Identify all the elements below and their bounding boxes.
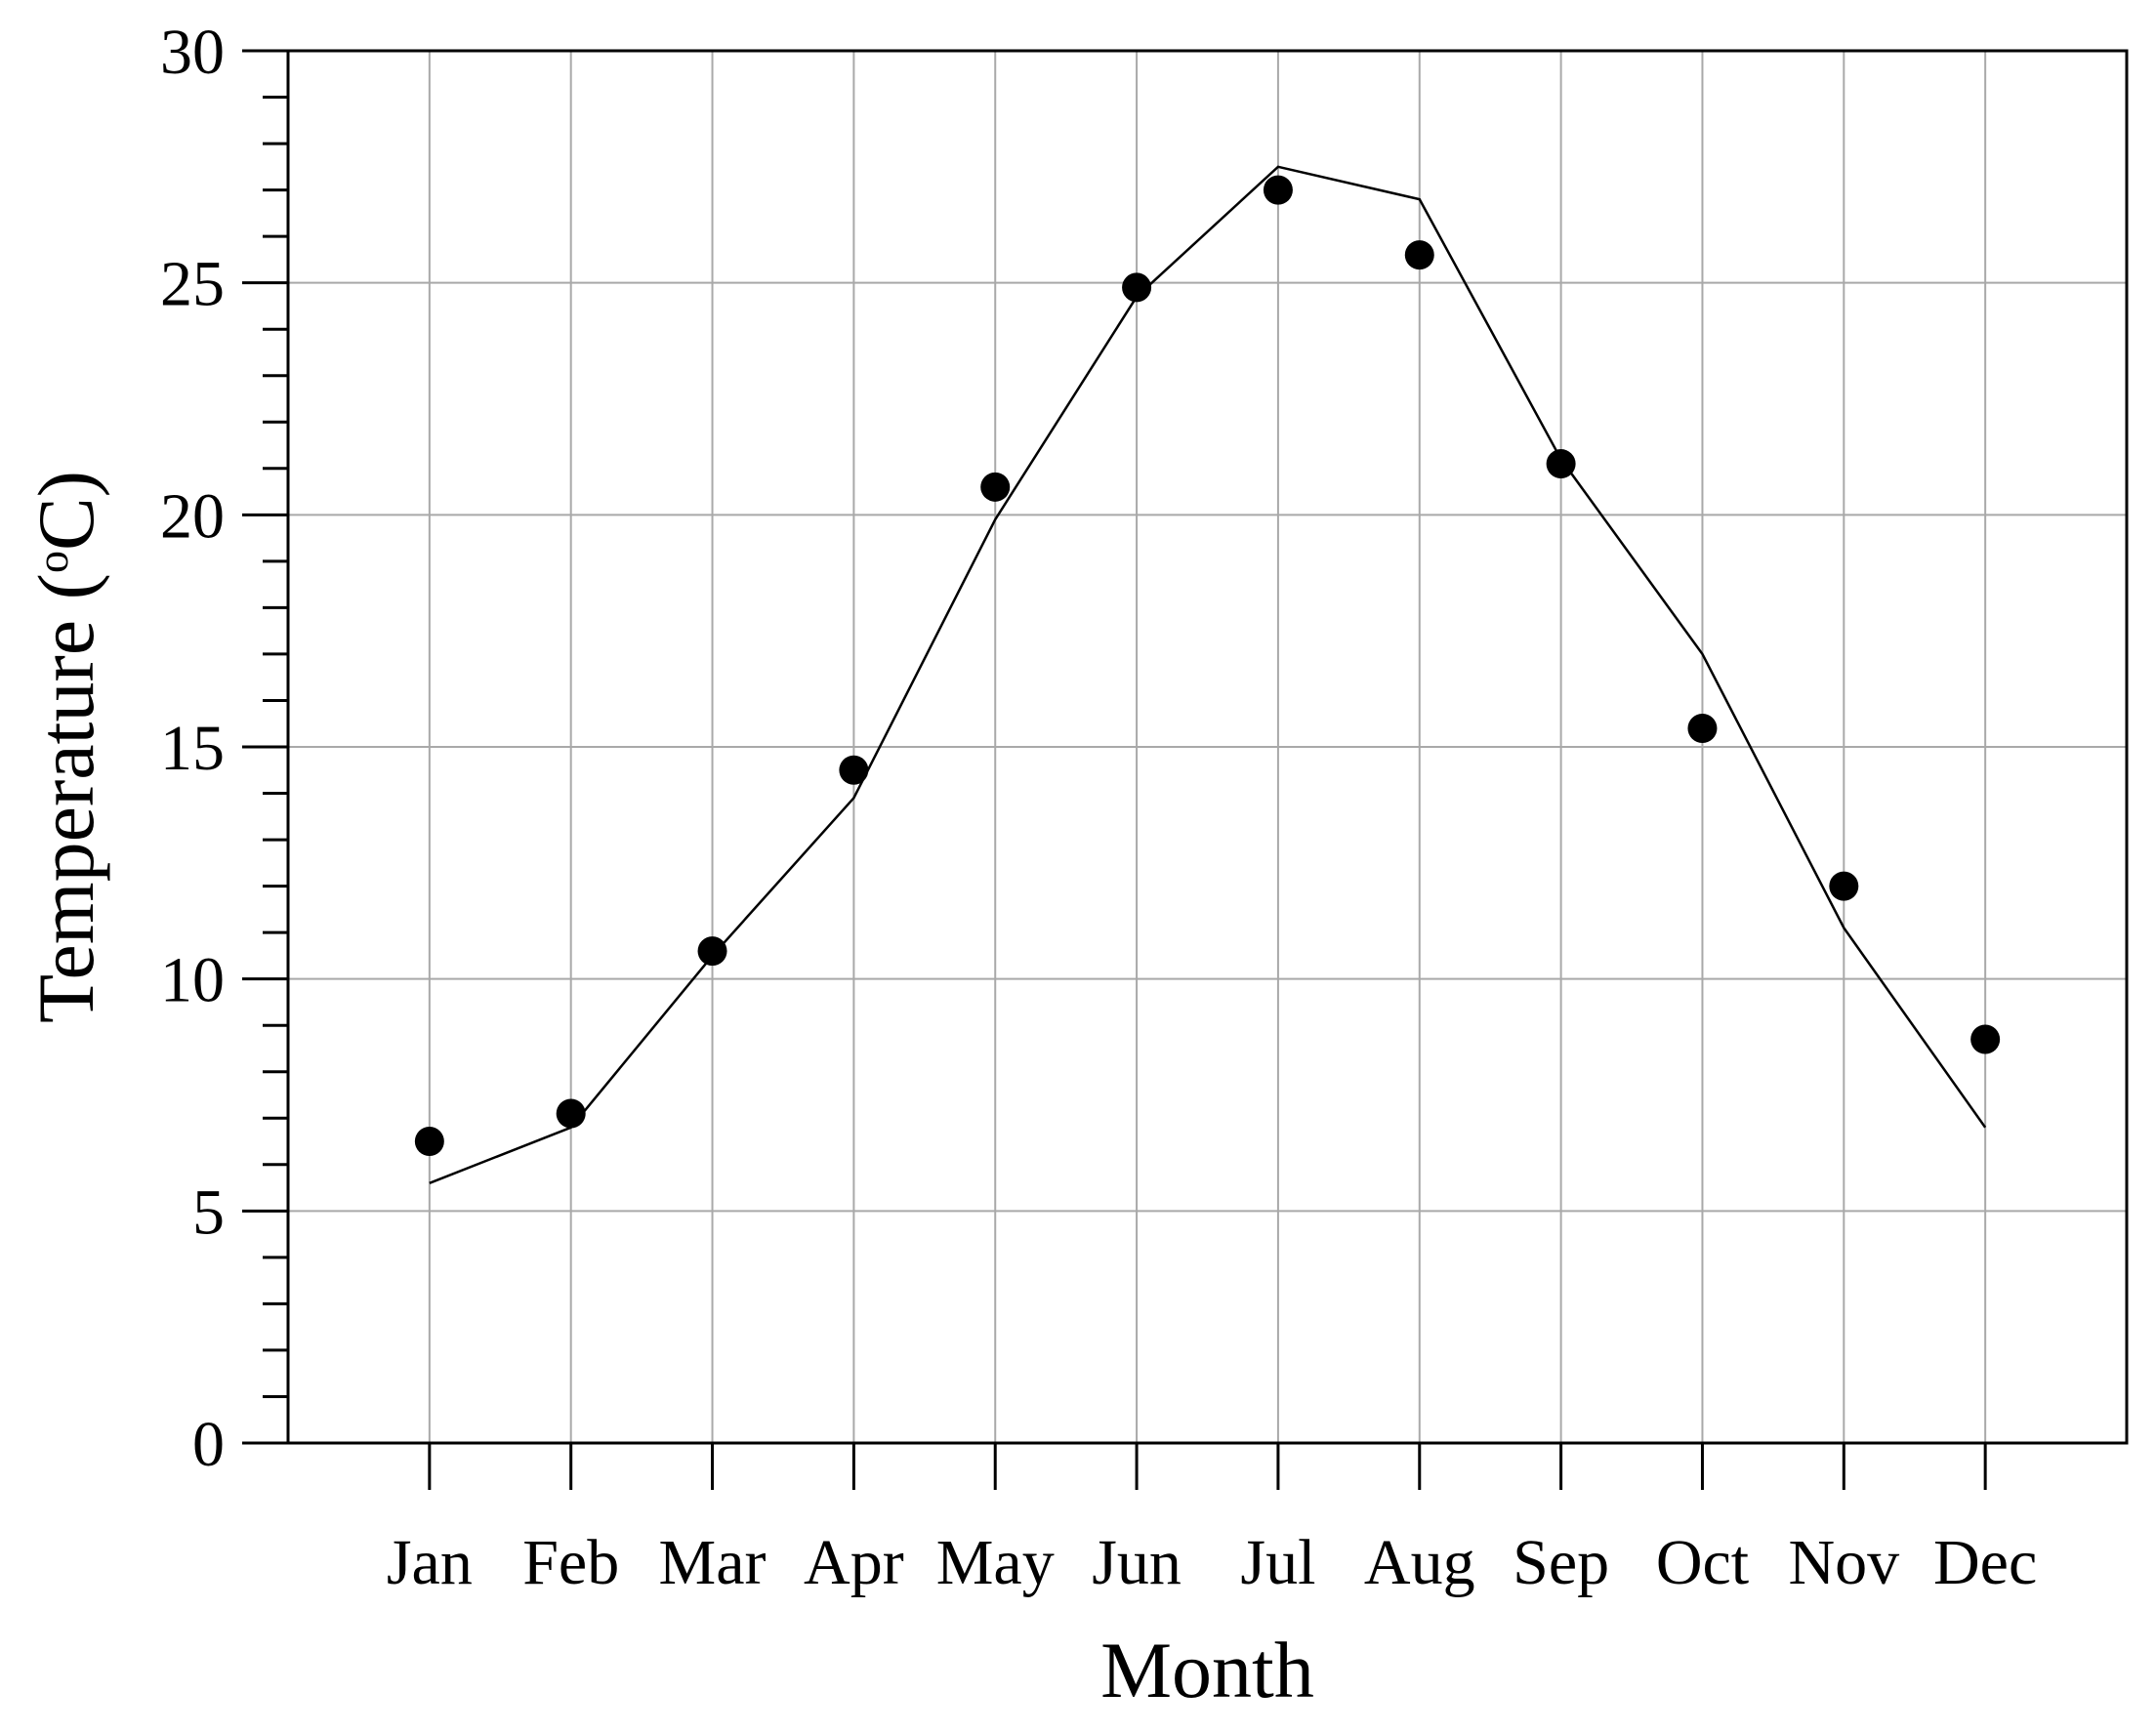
x-tick-label-feb: Feb <box>522 1527 619 1598</box>
x-tick-label-may: May <box>936 1527 1055 1598</box>
data-point-may <box>980 472 1011 502</box>
y-axis-title: Temperature (oC) <box>21 471 110 1023</box>
data-point-jan <box>414 1127 444 1157</box>
x-tick-label-jul: Jul <box>1240 1527 1315 1598</box>
y-tick-label-20: 20 <box>160 480 225 552</box>
x-tick-label-nov: Nov <box>1788 1527 1899 1598</box>
x-tick-label-jun: Jun <box>1092 1527 1182 1598</box>
y-tick-label-0: 0 <box>192 1409 225 1480</box>
y-tick-label-25: 25 <box>160 249 225 320</box>
data-point-feb <box>556 1098 586 1129</box>
x-tick-label-mar: Mar <box>659 1527 767 1598</box>
data-point-dec <box>1970 1024 2001 1054</box>
y-tick-label-5: 5 <box>192 1176 225 1248</box>
y-axis-title-post: C) <box>21 471 110 551</box>
x-tick-label-oct: Oct <box>1656 1527 1749 1598</box>
y-axis-title-pre: Temperature ( <box>21 573 110 1023</box>
data-point-nov <box>1829 871 1859 901</box>
x-tick-label-jan: Jan <box>387 1527 473 1598</box>
x-tick-label-sep: Sep <box>1513 1527 1609 1598</box>
y-tick-label-10: 10 <box>160 945 225 1016</box>
x-tick-label-aug: Aug <box>1364 1527 1475 1598</box>
data-point-aug <box>1404 240 1434 270</box>
x-tick-label-apr: Apr <box>804 1527 904 1598</box>
degree-symbol: o <box>27 551 77 573</box>
temperature-line <box>429 165 1987 1184</box>
data-point-apr <box>839 755 869 785</box>
x-axis-title: Month <box>1100 1626 1314 1714</box>
data-point-jul <box>1263 175 1293 205</box>
y-tick-label-15: 15 <box>160 713 225 784</box>
y-tick-label-30: 30 <box>160 17 225 88</box>
x-tick-label-dec: Dec <box>1933 1527 2037 1598</box>
data-point-mar <box>697 936 727 967</box>
data-point-jun <box>1122 272 1152 303</box>
data-point-oct <box>1687 713 1718 743</box>
